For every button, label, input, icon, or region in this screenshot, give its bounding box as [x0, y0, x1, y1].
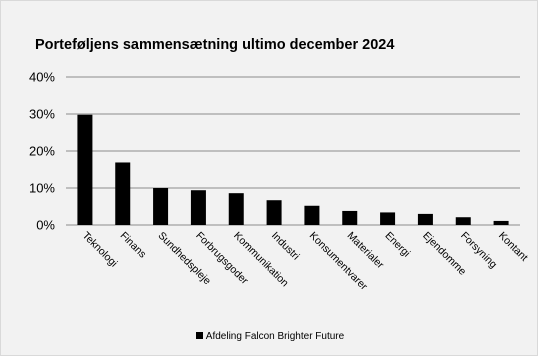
chart-title: Porteføljens sammensætning ultimo decemb…: [35, 37, 395, 53]
y-tick-label: 10%: [29, 181, 55, 196]
y-tick-label: 40%: [29, 70, 55, 85]
legend-label: Afdeling Falcon Brighter Future: [205, 331, 345, 342]
y-tick-label: 20%: [29, 144, 55, 159]
bar: [266, 200, 282, 225]
x-tick-label: Finans: [118, 230, 149, 261]
bar: [493, 220, 509, 225]
bar: [342, 210, 358, 225]
x-tick-label: Kontant: [496, 230, 530, 264]
legend: Afdeling Falcon Brighter Future: [1, 331, 538, 342]
bar: [115, 162, 131, 225]
x-tick-label: Energi: [382, 230, 412, 260]
bar: [77, 114, 93, 225]
bar: [417, 213, 433, 225]
bar: [228, 193, 244, 225]
bar: [304, 205, 320, 225]
bar: [153, 188, 169, 225]
y-tick-label: 0%: [36, 218, 55, 233]
legend-swatch: [195, 332, 203, 339]
bar: [380, 212, 396, 225]
bar: [455, 217, 471, 225]
x-tick-label: Teknologi: [80, 230, 120, 270]
bar: [190, 190, 206, 225]
y-tick-label: 30%: [29, 107, 55, 122]
x-tick-label: Industri: [269, 230, 302, 263]
